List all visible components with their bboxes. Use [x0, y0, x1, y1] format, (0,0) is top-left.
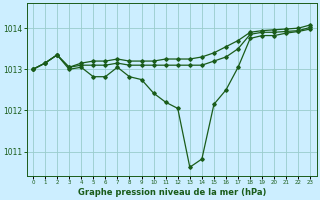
X-axis label: Graphe pression niveau de la mer (hPa): Graphe pression niveau de la mer (hPa) [77, 188, 266, 197]
